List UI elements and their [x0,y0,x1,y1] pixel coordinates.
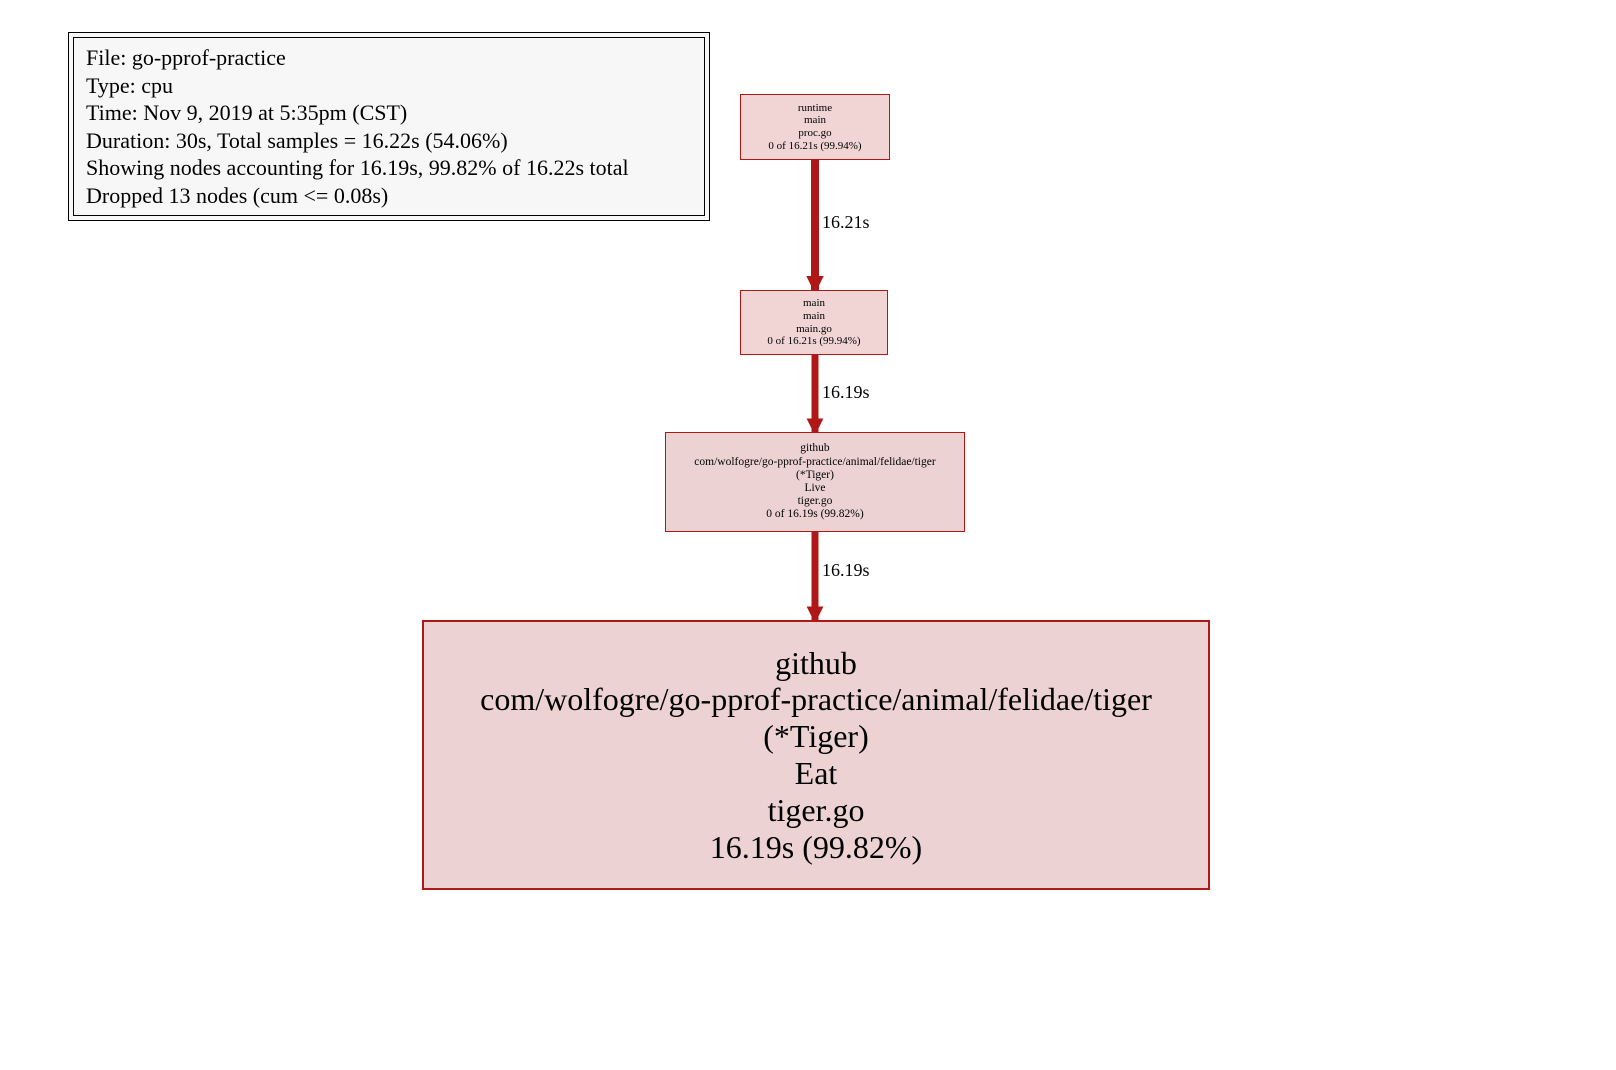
edge-label: 16.19s [822,560,870,581]
profile-info-inner: File: go-pprof-practice Type: cpu Time: … [73,37,705,216]
info-line: File: go-pprof-practice [86,44,692,72]
node-line: github [800,442,829,455]
info-line: Showing nodes accounting for 16.19s, 99.… [86,154,692,182]
node-line: com/wolfogre/go-pprof-practice/animal/fe… [480,681,1152,718]
node-main-main[interactable]: main main main.go 0 of 16.21s (99.94%) [740,290,888,355]
node-line: proc.go [798,127,831,140]
node-line: tiger.go [798,495,833,508]
edge-label: 16.19s [822,382,870,403]
node-line: runtime [798,102,832,115]
info-line: Duration: 30s, Total samples = 16.22s (5… [86,127,692,155]
profile-info-box: File: go-pprof-practice Type: cpu Time: … [68,32,710,221]
node-line: Eat [795,755,838,792]
info-line: Time: Nov 9, 2019 at 5:35pm (CST) [86,99,692,127]
node-line: main [804,114,826,127]
node-tiger-eat[interactable]: github com/wolfogre/go-pprof-practice/an… [422,620,1210,890]
node-line: main [803,310,825,323]
info-line: Dropped 13 nodes (cum <= 0.08s) [86,182,692,210]
node-line: 0 of 16.21s (99.94%) [767,335,860,348]
node-line: main.go [796,323,832,336]
node-line: (*Tiger) [796,469,834,482]
node-line: main [803,297,825,310]
node-tiger-live[interactable]: github com/wolfogre/go-pprof-practice/an… [665,432,965,532]
node-line: 0 of 16.19s (99.82%) [766,508,863,521]
node-line: github [775,645,857,682]
node-line: (*Tiger) [763,718,868,755]
node-line: Live [804,482,825,495]
edge-label: 16.21s [822,212,870,233]
info-line: Type: cpu [86,72,692,100]
node-runtime-main[interactable]: runtime main proc.go 0 of 16.21s (99.94%… [740,94,890,160]
node-line: 0 of 16.21s (99.94%) [768,140,861,153]
node-line: tiger.go [768,792,865,829]
node-line: 16.19s (99.82%) [710,829,922,866]
node-line: com/wolfogre/go-pprof-practice/animal/fe… [694,456,935,469]
